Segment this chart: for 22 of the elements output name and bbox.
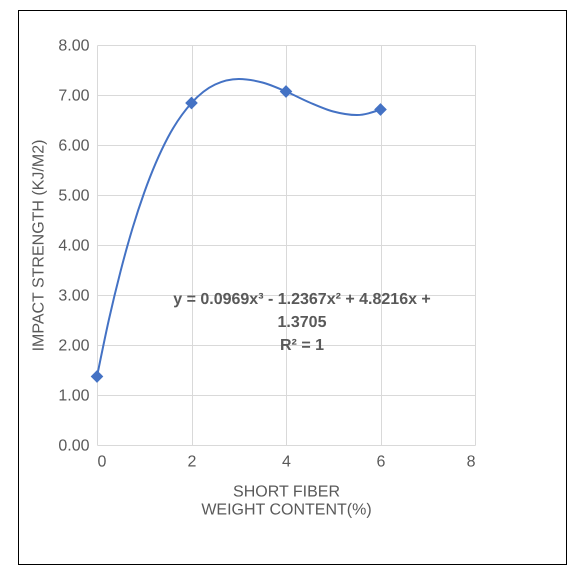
point	[90, 370, 104, 383]
x-axis-title: SHORT FIBER WEIGHT CONTENT(%)	[201, 484, 372, 518]
point	[374, 103, 387, 116]
point	[280, 85, 292, 98]
y-tick-label: 2.00	[58, 338, 90, 354]
y-tick-label: 4.00	[58, 238, 90, 254]
x-tick-label: 0	[98, 454, 106, 470]
y-tick-label: 6.00	[58, 138, 90, 154]
annotation: y = 0.0969x³ - 1.2367x² + 4.8216x + 1.3705	[173, 291, 431, 331]
y-axis-title: IMPACT STRENGTH (KJ/M2)	[30, 140, 48, 352]
y-tick-label: 0.00	[58, 438, 90, 454]
point	[185, 96, 198, 110]
y-tick-label: 3.00	[58, 288, 90, 304]
y-tick-label: 5.00	[58, 188, 90, 204]
x-tick-label: 4	[282, 454, 292, 470]
y-tick-label: 8.00	[58, 38, 90, 54]
annotation: R² = 1	[280, 337, 324, 354]
x-tick-label: 8	[466, 454, 476, 470]
y-tick-label: 7.00	[58, 88, 90, 104]
y-tick-label: 1.00	[58, 388, 90, 404]
x-tick-label: 2	[188, 454, 197, 470]
x-tick-label: 6	[376, 454, 386, 470]
